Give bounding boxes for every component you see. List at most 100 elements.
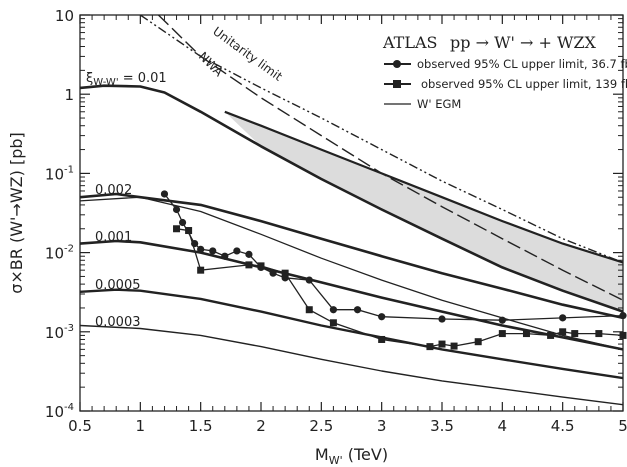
legend-entry-139: observed 95% CL upper limit, 139 fb-1: [421, 76, 627, 91]
curve-xi-0.01-lower: [80, 84, 623, 313]
y-tick-label-0: 10: [55, 7, 74, 25]
observed-139-point-18: [595, 330, 603, 338]
observed-369-point-13: [329, 306, 337, 314]
y-tick-base: 10: [45, 403, 64, 421]
observed-369-point-16: [438, 315, 446, 323]
observed-369-point-12: [305, 276, 313, 284]
y-axis-label: σ×BR (W'→WZ) [pb]: [7, 132, 26, 294]
legend-square-marker: [393, 80, 401, 88]
x-axis-label-sub: W': [329, 454, 343, 467]
x-axis-label: MW' (TeV): [315, 445, 388, 467]
x-tick-label-8: 4.5: [551, 417, 575, 435]
coupling-value: = 0.01: [119, 71, 167, 86]
observed-369-point-0: [160, 190, 169, 198]
observed-139-point-12: [474, 338, 482, 346]
x-tick-label-4: 2.5: [309, 417, 333, 435]
curve-unitarity-limit: [139, 15, 623, 264]
legend-entry-369: observed 95% CL upper limit, 36.7 fb-1: [417, 56, 627, 71]
observed-369-point-6: [221, 252, 229, 260]
curves: [80, 15, 623, 406]
x-tick-label-5: 3: [377, 417, 387, 435]
legend-entry-text: observed 95% CL upper limit, 36.7 fb: [417, 57, 627, 71]
observed-369-point-7: [233, 247, 241, 255]
y-tick-label-3: 10-2: [45, 244, 74, 263]
nwa-label: NWA: [196, 49, 227, 80]
observed-139-point-6: [305, 306, 313, 314]
x-tick-label-3: 2: [256, 417, 266, 435]
observed-369-point-14: [353, 306, 362, 314]
y-tick-label-1: 1: [64, 86, 74, 104]
observed-139-point-17: [571, 330, 579, 338]
legend-process: pp → W' → + WZX: [450, 33, 597, 52]
observed-369-point-8: [245, 250, 253, 258]
x-axis-label-main: M: [315, 445, 329, 464]
observed-369-point-17: [498, 316, 506, 324]
coupling-label: ξW-W' = 0.01: [86, 71, 167, 88]
y-tick-exponent: -2: [64, 244, 74, 255]
legend-entry-egm: W' EGM: [417, 97, 461, 111]
coupling-symbol: ξ: [86, 71, 93, 86]
curve-nwa: [157, 15, 623, 301]
observed-369-point-10: [269, 269, 277, 277]
observed-139-point-4: [257, 262, 265, 270]
x-tick-label-2: 1.5: [189, 417, 213, 435]
curve-wprime-egm: [80, 196, 623, 351]
y-tick-base: 10: [45, 165, 64, 183]
coupling-subscript: W-W': [93, 77, 118, 88]
observed-369-point-1: [172, 205, 181, 214]
observed-369-point-15: [378, 313, 386, 321]
y-tick-label-4: 10-3: [45, 323, 74, 342]
band-label-0002: 0.002: [95, 183, 132, 198]
curve-xi-0.001: [80, 239, 623, 351]
y-tick-exponent: -4: [64, 402, 74, 413]
observed-369-point-18: [559, 314, 567, 322]
observed-369-point-4: [197, 245, 205, 253]
coupling-band-fill: [224, 111, 623, 312]
y-tick-exponent: -3: [64, 323, 74, 334]
x-tick-label-9: 5: [618, 417, 627, 435]
observed-139-point-11: [450, 342, 458, 350]
observed-139-point-1: [185, 227, 193, 235]
y-tick-exponent: -1: [64, 164, 74, 175]
y-tick-label-2: 10-1: [45, 164, 74, 183]
x-tick-label-0: 0.5: [68, 417, 92, 435]
observed-139-point-13: [498, 330, 506, 338]
observed-139-point-8: [378, 335, 386, 343]
shaded-band: [224, 111, 623, 312]
band-label-00003: 0.0003: [95, 315, 141, 330]
observed-139-point-16: [559, 328, 567, 336]
curve-xi-0.01-upper: [224, 110, 623, 264]
y-tick-base: 10: [45, 245, 64, 263]
legend: ATLAS pp → W' → + WZX observed 95% CL up…: [382, 33, 627, 111]
x-tick-label-1: 1: [136, 417, 146, 435]
y-tick-label-5: 10-4: [45, 402, 74, 421]
x-axis-label-unit: (TeV): [343, 445, 388, 464]
observed-139-point-2: [197, 266, 205, 274]
curve-xi-0.0003: [80, 324, 623, 406]
y-tick-base: 10: [45, 324, 64, 342]
observed-139-point-7: [329, 319, 337, 327]
observed-139-point-0: [173, 225, 181, 233]
observed-139-point-3: [245, 261, 253, 269]
observed-369-point-3: [191, 239, 199, 248]
observed-369-point-5: [209, 247, 217, 255]
observed-369-point-2: [178, 218, 187, 227]
observed-139-point-14: [522, 330, 530, 338]
band-label-00005: 0.0005: [95, 278, 141, 293]
observed-139-point-15: [547, 331, 555, 339]
legend-entry-text: observed 95% CL upper limit, 139 fb: [421, 77, 627, 91]
plot-frame: [79, 14, 624, 412]
observed-139-point-10: [438, 340, 446, 348]
unitarity-limit-label: Unitarity limit: [210, 24, 285, 84]
observed-139-point-9: [426, 343, 434, 351]
legend-experiment: ATLAS: [382, 33, 438, 52]
observed-139-point-5: [281, 269, 289, 277]
curve-xi-0.002: [80, 192, 623, 320]
legend-circle-marker: [393, 60, 401, 68]
curve-xi-0.0005: [80, 288, 623, 380]
x-tick-label-7: 4: [498, 417, 508, 435]
x-tick-label-6: 3.5: [430, 417, 454, 435]
band-label-0001: 0.001: [95, 230, 132, 245]
